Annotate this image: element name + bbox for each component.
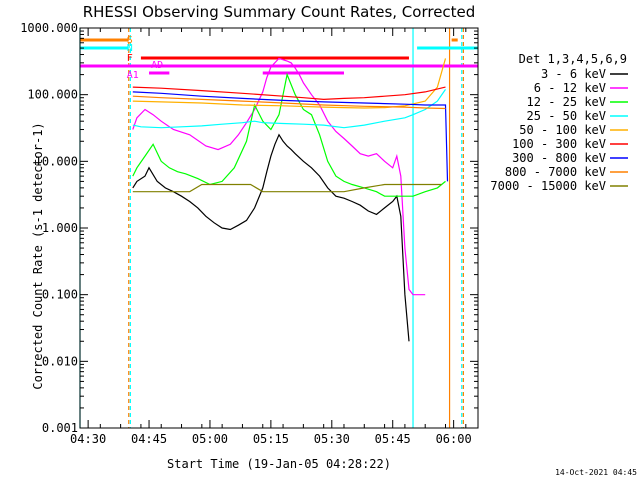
legend-entry: 12 - 25 keV: [527, 95, 606, 109]
x-tick-label: 05:45: [375, 432, 411, 446]
series-line-4: [132, 58, 447, 109]
legend-entry: 300 - 800 keV: [512, 151, 606, 165]
series-line-8: [132, 183, 442, 193]
flag-bar: [417, 46, 478, 50]
y-tick-label: 1000.000: [20, 21, 78, 35]
series-line-6: [132, 91, 449, 182]
x-tick-label: 05:00: [192, 432, 228, 446]
flag-bar: [80, 46, 129, 50]
y-tick-label: 0.100: [42, 288, 78, 302]
legend-entry: 100 - 300 keV: [512, 137, 606, 151]
chart-title: RHESSI Observing Summary Count Rates, Co…: [83, 3, 476, 21]
flag-label: N: [127, 43, 133, 54]
legend-entry: 50 - 100 keV: [519, 123, 606, 137]
axes: 1000.000 100.000 10.000 1.000 0.100 0.010 0.00…: [20, 21, 479, 446]
x-tick-label: 06:00: [436, 432, 472, 446]
y-axis-label: Corrected Count Rate (s-1 detector-1): [31, 122, 45, 389]
series-line-5: [132, 86, 446, 101]
flag-label: AD: [151, 60, 163, 71]
timestamp: 14-Oct-2021 04:45: [555, 468, 637, 477]
series-line-3: [132, 89, 446, 129]
legend-entry: 6 - 12 keV: [534, 81, 606, 95]
x-axis-label: Start Time (19-Jan-05 04:28:22): [167, 457, 391, 471]
series-line-1: [132, 57, 426, 296]
observing-flags: SNF AD A1: [80, 35, 478, 81]
flag-bar: [80, 64, 478, 68]
x-tick-label: 04:30: [70, 432, 106, 446]
series-line-2: [132, 72, 446, 197]
flag-bar: [451, 38, 458, 42]
flag-bar: [80, 38, 129, 42]
flag-bar: [149, 71, 170, 75]
series-group: [132, 57, 449, 342]
series-line-7: [132, 95, 446, 110]
x-tick-label: 05:15: [253, 432, 289, 446]
y-tick-label: 100.000: [27, 88, 78, 102]
legend-header: Det 1,3,4,5,6,9: [519, 52, 627, 66]
flag-label: A1: [127, 70, 139, 81]
y-tick-label: 1.000: [42, 221, 78, 235]
y-tick-label: 0.001: [42, 421, 78, 435]
legend-entry: 800 - 7000 keV: [505, 165, 606, 179]
flag-bar: [140, 56, 409, 60]
x-tick-label: 05:30: [314, 432, 350, 446]
y-tick-label: 0.010: [42, 354, 78, 368]
flag-label: F: [127, 53, 133, 64]
y-tick-label: 10.000: [35, 154, 78, 168]
x-tick-label: 04:45: [131, 432, 167, 446]
series-line-0: [132, 133, 410, 342]
legend-entry: 7000 - 15000 keV: [490, 179, 606, 193]
legend-entry: 25 - 50 keV: [527, 109, 606, 123]
flag-bar: [262, 71, 344, 75]
legend-entry: 3 - 6 keV: [541, 67, 606, 81]
flag-label: S: [127, 35, 133, 46]
